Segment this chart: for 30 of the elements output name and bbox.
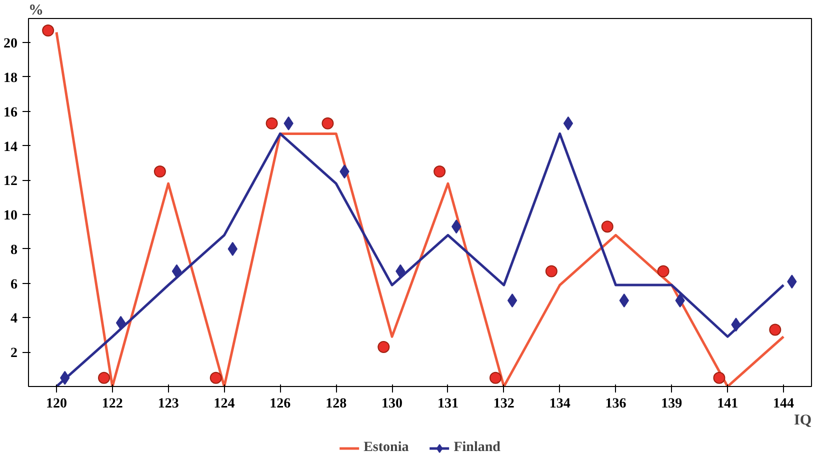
x-tick-label: 130 xyxy=(382,396,403,412)
line-series xyxy=(55,31,785,386)
y-tick-label: 10 xyxy=(4,208,18,224)
x-axis-title: IQ xyxy=(794,412,812,428)
x-tick-label: 136 xyxy=(605,396,626,412)
x-tick-label: 124 xyxy=(214,396,235,412)
x-tick-label: 128 xyxy=(326,396,347,412)
x-tick-label: 122 xyxy=(102,396,123,412)
x-tick-label: 126 xyxy=(270,396,291,412)
y-tick-label: 6 xyxy=(10,277,18,292)
x-tick-label: 123 xyxy=(158,396,179,412)
x-tick-label: 144 xyxy=(773,396,794,412)
y-tick-label: 20 xyxy=(4,36,18,52)
x-tick-label: 134 xyxy=(549,396,570,412)
y-tick-label: 12 xyxy=(4,174,18,190)
y-tick-label: 18 xyxy=(4,70,18,86)
y-tick-label: 16 xyxy=(4,105,18,120)
x-tick-label: 132 xyxy=(493,396,514,412)
line-series xyxy=(55,132,785,386)
x-tick-label: 120 xyxy=(46,396,67,412)
y-tick-label: 2 xyxy=(10,346,18,362)
legend-label: Finland xyxy=(454,440,500,456)
x-tick-label: 141 xyxy=(717,396,738,412)
x-tick-label: 139 xyxy=(661,396,682,412)
y-tick-label: 8 xyxy=(10,242,18,258)
y-tick-label: 4 xyxy=(10,312,18,327)
y-axis-title: % xyxy=(28,2,44,18)
legend-label: Estonia xyxy=(364,440,409,456)
y-tick-label: 14 xyxy=(4,140,18,155)
x-tick-label: 131 xyxy=(437,396,458,412)
